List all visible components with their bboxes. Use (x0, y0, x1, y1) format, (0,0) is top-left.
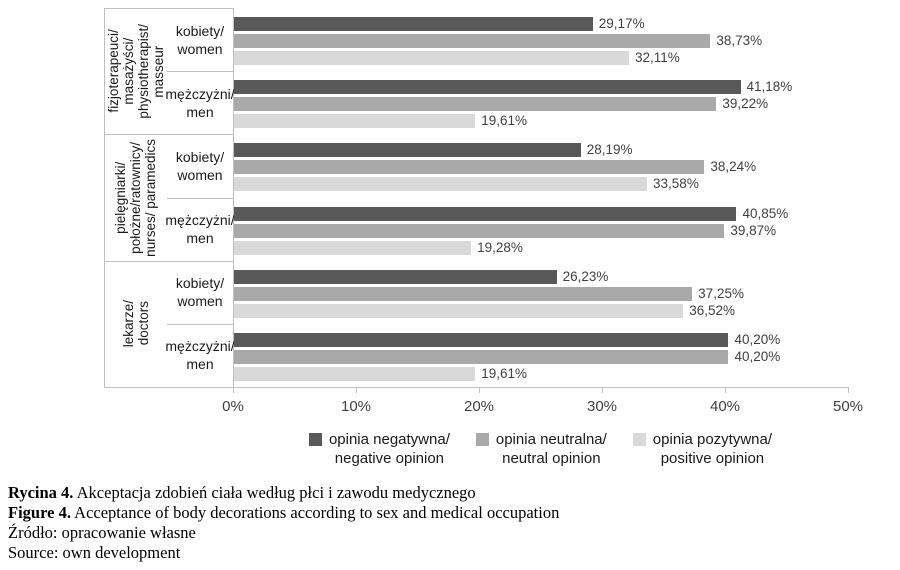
bar-value-label: 19,61% (481, 365, 527, 381)
caption-line-pl: Rycina 4. Akceptacja zdobień ciała wedłu… (8, 483, 888, 503)
bar (234, 366, 476, 381)
legend-label: opinia negatywna/ negative opinion (328, 431, 450, 467)
bar (234, 97, 717, 112)
bar (234, 269, 557, 284)
gender-label: kobiety/ women (175, 275, 225, 310)
gender-divider (167, 197, 233, 199)
bar (234, 223, 725, 238)
bar (234, 332, 729, 347)
bar-value-label: 38,73% (716, 33, 763, 48)
bar-value-label: 37,25% (698, 285, 744, 301)
bar-value-label: 39,87% (730, 222, 777, 238)
gender-divider (167, 71, 233, 73)
x-tick-label: 0% (222, 398, 244, 415)
x-tick-mark (479, 387, 480, 393)
bar-value-label: 26,23% (562, 268, 609, 284)
x-tick-mark (233, 387, 234, 393)
group-divider (104, 134, 233, 136)
occupation-label-cell: lekarze/ doctors (104, 261, 167, 387)
bar (234, 34, 711, 48)
gender-label: mężczyżni/ men (165, 212, 235, 247)
x-tick-label: 10% (340, 398, 372, 415)
gender-label: kobiety/ women (175, 22, 225, 57)
caption-title-en: Acceptance of body decorations according… (70, 503, 560, 522)
legend-label: opinia neutralna/ neutral opinion (495, 431, 607, 467)
caption-title-pl: Akceptacja zdobień ciała według płci i z… (73, 483, 476, 502)
bar-value-label: 19,28% (477, 239, 523, 255)
occupation-label: fizjoterapeuci/ masażyści/ physiotherapi… (105, 23, 166, 119)
occupation-label: lekarze/ doctors (120, 300, 151, 348)
group-divider (104, 260, 233, 262)
x-tick-label: 50% (832, 398, 864, 415)
x-tick-mark (356, 387, 357, 393)
x-axis (104, 387, 849, 388)
x-tick-label: 40% (709, 398, 741, 415)
legend-item: opinia negatywna/ negative opinion (308, 430, 450, 468)
bar (234, 177, 648, 192)
legend-item: opinia neutralna/ neutral opinion (475, 430, 607, 468)
bar-value-label: 36,52% (689, 302, 735, 318)
bar-chart: 0% 10% 20% 30% 40% 50% fizjoterapeuci/ masażyś… (104, 8, 864, 415)
occupation-label: pielęgniarki/ położne/ratownicy/ nurses/… (113, 138, 158, 257)
chart-legend: opinia negatywna/ negative opinion opinia… (233, 430, 848, 468)
group-divider (104, 8, 233, 9)
bar (234, 303, 684, 318)
caption-source-pl: Źródło: opracowanie własne (8, 523, 196, 542)
bar-value-label: 19,61% (481, 113, 527, 129)
legend-item: opinia pozytywna/ positive opinion (632, 430, 773, 468)
bar (234, 51, 629, 65)
bar-value-label: 29,17% (598, 16, 645, 31)
bar-value-label: 28,19% (586, 142, 633, 158)
bar-value-label: 40,20% (734, 331, 781, 347)
bar (234, 160, 705, 175)
bar-value-label: 39,22% (722, 96, 769, 112)
gender-label: mężczyżni/ men (165, 338, 235, 373)
bar (234, 114, 476, 129)
gender-label: mężczyżni/ men (165, 85, 235, 120)
bar (234, 206, 737, 221)
legend-swatch (475, 433, 489, 446)
label-area-border (104, 8, 105, 387)
gender-divider (167, 323, 233, 325)
bar-value-label: 40,20% (734, 348, 781, 364)
gender-label: kobiety/ women (175, 148, 225, 183)
x-tick-label: 20% (463, 398, 495, 415)
x-tick-mark (848, 387, 849, 393)
occupation-label-cell: pielęgniarki/ położne/ratownicy/ nurses/… (104, 134, 167, 260)
bar (234, 17, 593, 31)
figure-caption: Rycina 4. Akceptacja zdobień ciała wedłu… (8, 483, 888, 563)
x-tick-mark (725, 387, 726, 393)
bar (234, 240, 472, 255)
caption-figure-label-pl: Rycina 4. (8, 483, 74, 502)
bar-value-label: 40,85% (742, 205, 789, 221)
caption-line-en: Figure 4. Acceptance of body decorations… (8, 503, 888, 523)
bar-value-label: 41,18% (746, 79, 793, 95)
x-tick-mark (602, 387, 603, 393)
bar (234, 143, 581, 158)
x-tick-label: 30% (586, 398, 618, 415)
bar-value-label: 38,24% (710, 159, 757, 175)
category-axis (233, 8, 234, 387)
caption-source-en: Source: own development (8, 543, 181, 562)
bar-value-label: 32,11% (634, 50, 680, 65)
legend-swatch (308, 433, 322, 446)
occupation-label-cell: fizjoterapeuci/ masażyści/ physiotherapi… (104, 8, 167, 134)
bar (234, 80, 741, 95)
bar-value-label: 33,58% (653, 176, 699, 192)
caption-figure-label-en: Figure 4. (8, 503, 71, 522)
legend-swatch (632, 433, 646, 446)
bar (234, 349, 729, 364)
bar (234, 286, 693, 301)
legend-label: opinia pozytywna/ positive opinion (652, 431, 773, 467)
